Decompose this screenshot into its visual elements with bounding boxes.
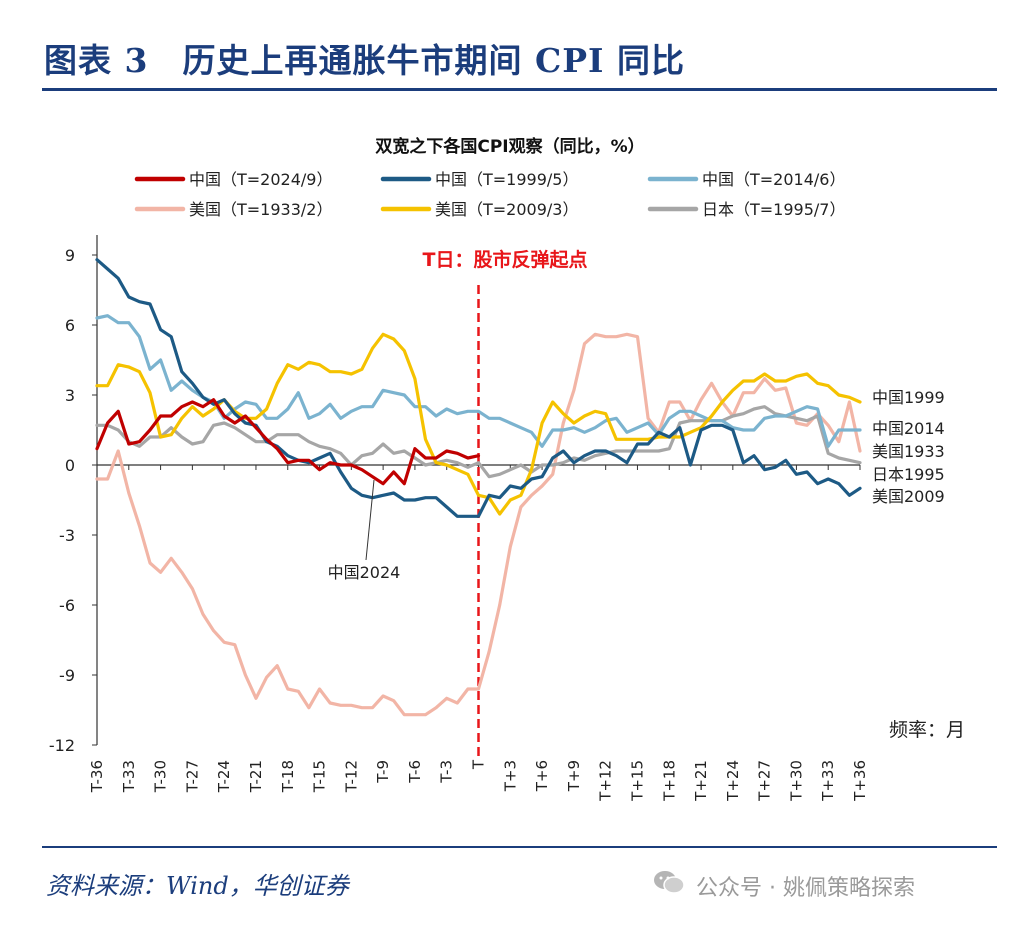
x-tick-label: T+36 <box>851 760 869 802</box>
x-tick-label: T+18 <box>660 760 678 802</box>
y-tick-label: -9 <box>59 666 75 685</box>
x-tick-label: T-18 <box>279 760 297 793</box>
source-note: 资料来源：Wind，华创证券 <box>46 872 349 900</box>
series-end-label: 中国1999 <box>872 388 945 407</box>
callout-leader <box>365 479 375 561</box>
series-line-2 <box>95 314 862 448</box>
labels-layer: 中国1999 中国2014 美国1933 美国2009 日本1995 中国2024 <box>328 388 945 582</box>
series-end-label: 美国2009 <box>872 487 945 506</box>
x-tick-label: T+30 <box>787 760 805 802</box>
y-tick-label: -12 <box>49 736 75 755</box>
chart-title: 双宽之下各国CPI观察（同比，%） <box>375 136 644 157</box>
watermark: 公众号 · 姚佩策略探索 <box>696 876 915 901</box>
x-tick-label: T-15 <box>311 760 329 793</box>
y-tick-label: -3 <box>59 526 75 545</box>
figure-title: 图表 3 历史上再通胀牛市期间 CPI 同比 <box>44 41 685 80</box>
y-tick-label: 3 <box>65 386 75 405</box>
legend-entry: 美国（T=2009/3） <box>435 200 578 219</box>
top-rule <box>42 88 997 91</box>
y-tick-label: 9 <box>65 246 75 265</box>
x-tick-label: T+24 <box>724 760 742 802</box>
x-tick-label: T-6 <box>406 760 424 784</box>
series-line-1 <box>95 258 862 518</box>
legend-entry: 中国（T=2024/9） <box>189 170 332 189</box>
callout-label: 中国2024 <box>328 563 401 582</box>
x-tick-label: T+6 <box>533 760 551 792</box>
x-tick-label: T-21 <box>247 760 265 793</box>
legend: 中国（T=2024/9） 中国（T=1999/5） 中国（T=2014/6） 美国（T… <box>134 170 845 219</box>
legend-entry: 中国（T=2014/6） <box>702 170 845 189</box>
series-line-5 <box>95 405 862 479</box>
x-tick-label: T-12 <box>342 760 360 793</box>
x-tick-label: T-30 <box>152 760 170 793</box>
series-layer <box>95 258 862 717</box>
bottom-rule <box>42 846 997 848</box>
y-tick-label: -6 <box>59 596 75 615</box>
frequency-note: 频率：月 <box>889 719 965 741</box>
x-tick-label: T-9 <box>374 760 392 784</box>
x-tick-label: T+27 <box>756 760 774 802</box>
x-tick-label: T-27 <box>183 760 201 793</box>
series-end-label: 日本1995 <box>872 465 945 484</box>
axes: 9 6 3 0 -3 -6 -9 -12 T-36 T-33 T-30 T-27 T-24 T-21 T-1… <box>49 235 869 802</box>
x-tick-label: T-33 <box>120 760 138 793</box>
t-day-annotation: T日：股市反弹起点 <box>423 248 588 271</box>
legend-entry: 中国（T=1999/5） <box>435 170 578 189</box>
series-end-label: 美国1933 <box>872 442 945 461</box>
wechat-icon <box>654 871 685 894</box>
x-tick-label: T+12 <box>597 760 615 802</box>
x-tick-label: T+15 <box>628 760 646 802</box>
legend-entry: 日本（T=1995/7） <box>702 200 845 219</box>
x-tick-label: T-24 <box>215 760 233 793</box>
x-tick-label: T-3 <box>438 760 456 784</box>
series-end-label: 中国2014 <box>872 419 945 438</box>
x-tick-label: T+21 <box>692 760 710 802</box>
x-tick-label: T+33 <box>819 760 837 802</box>
y-tick-label: 6 <box>65 316 75 335</box>
series-line-0 <box>95 398 481 486</box>
cpi-line-chart: 双宽之下各国CPI观察（同比，%） 中国（T=2024/9） 中国（T=1999/… <box>49 136 965 802</box>
y-tick-label: 0 <box>65 456 75 475</box>
x-tick-label: T-36 <box>88 760 106 793</box>
x-tick-label: T+9 <box>565 760 583 792</box>
x-tick-label: T+3 <box>501 760 519 792</box>
x-tick-label: T <box>470 759 488 770</box>
legend-entry: 美国（T=1933/2） <box>189 200 332 219</box>
